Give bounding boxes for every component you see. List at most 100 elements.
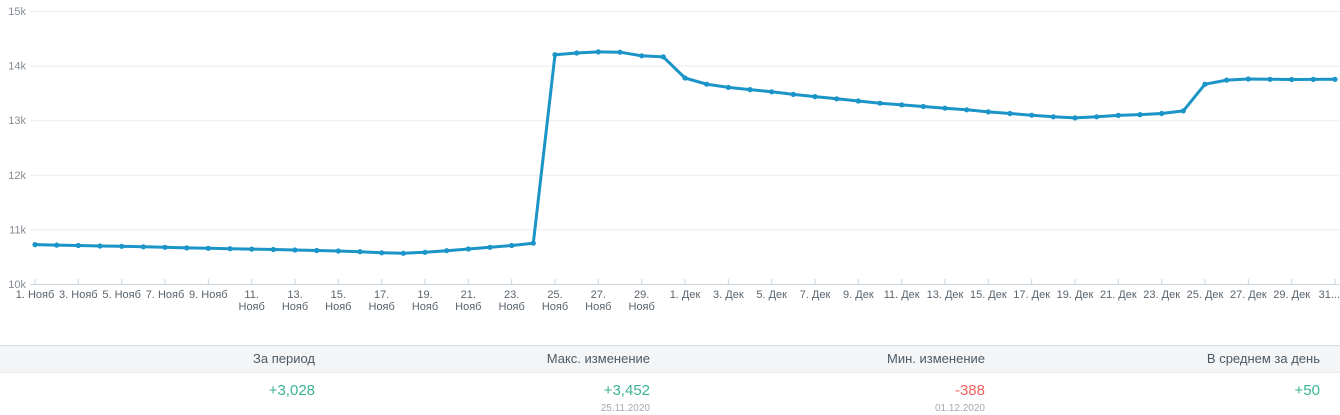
- x-tick-label: 23. Дек: [1143, 289, 1180, 301]
- x-tick-label: 11. Дек: [884, 289, 920, 301]
- data-point: [812, 94, 818, 100]
- data-point: [660, 54, 666, 60]
- data-point: [834, 96, 840, 102]
- x-axis-labels: 1. Нояб 3. Нояб 5. Нояб 7. Нояб 9. Нояб 11. Но…: [16, 279, 1340, 313]
- data-point: [1072, 115, 1078, 121]
- data-point: [725, 84, 731, 90]
- data-point: [639, 53, 645, 59]
- x-tick-label: 3. Дек: [713, 289, 744, 301]
- x-tick-label: 25. Нояб: [542, 289, 568, 313]
- gridlines: [30, 11, 1340, 231]
- data-point: [422, 249, 428, 255]
- data-point: [162, 244, 168, 250]
- y-tick-label: 15k: [8, 6, 26, 18]
- data-point: [704, 81, 710, 87]
- data-point: [920, 103, 926, 110]
- data-point: [1094, 114, 1100, 120]
- y-axis-labels: 10k 11k 12k 13k 14k 15k: [8, 6, 26, 291]
- x-tick-label: 13. Нояб: [282, 289, 308, 313]
- x-tick-label: 23. Нояб: [499, 289, 525, 313]
- summary-values-row: +3,028 +3,452 25.11.2020 -388 01.12.2020…: [0, 373, 1340, 415]
- x-tick-label: 25. Дек: [1187, 289, 1224, 301]
- y-tick-label: 10k: [8, 279, 26, 291]
- series-line: [33, 50, 1337, 255]
- data-point: [899, 102, 905, 108]
- data-point: [400, 250, 406, 256]
- stat-max-change-date: 25.11.2020: [600, 403, 650, 414]
- x-tick-label: 3. Нояб: [59, 289, 98, 301]
- data-point: [205, 245, 211, 251]
- data-point: [1159, 110, 1165, 117]
- data-point: [552, 52, 558, 58]
- x-tick-label: 31...: [1319, 289, 1340, 301]
- data-point: [574, 50, 580, 56]
- data-point: [1289, 76, 1295, 83]
- data-point: [465, 246, 471, 252]
- y-tick-label: 14k: [8, 61, 26, 73]
- stat-header-daily-average: В среднем за день: [1206, 351, 1320, 366]
- data-point: [1332, 76, 1338, 82]
- x-tick-label: 13. Дек: [927, 289, 964, 301]
- data-point: [1029, 112, 1035, 118]
- stat-max-change-value: +3,452: [603, 382, 650, 399]
- x-tick-label: 17. Нояб: [369, 289, 395, 313]
- data-point: [1202, 81, 1208, 87]
- data-point: [595, 49, 601, 55]
- x-tick-label: 21. Нояб: [455, 289, 481, 313]
- x-tick-label: 17. Дек: [1013, 289, 1050, 301]
- data-point: [617, 49, 623, 55]
- data-point: [140, 244, 146, 250]
- x-tick-label: 1. Дек: [670, 289, 701, 301]
- line-chart-area[interactable]: 10k 11k 12k 13k 14k 15k 1. Нояб 3. Нояб 5. Нояб 7…: [0, 0, 1340, 345]
- x-tick-label: 5. Нояб: [102, 289, 141, 301]
- stat-period: +3,028: [0, 382, 335, 415]
- data-point: [379, 250, 385, 256]
- x-tick-label: 19. Дек: [1057, 289, 1094, 301]
- data-point: [249, 246, 255, 252]
- stat-header-max-change: Макс. изменение: [546, 351, 650, 366]
- x-tick-label: 5. Дек: [756, 289, 787, 301]
- subscribers-line-chart[interactable]: 10k 11k 12k 13k 14k 15k 1. Нояб 3. Нояб 5. Нояб 7…: [0, 0, 1340, 345]
- data-point: [877, 100, 883, 106]
- data-point: [444, 248, 450, 254]
- x-tick-label: 29. Дек: [1273, 289, 1310, 301]
- stat-min-change: -388 01.12.2020: [670, 382, 1005, 415]
- data-point: [32, 242, 38, 248]
- y-tick-label: 11k: [9, 224, 26, 236]
- data-point: [747, 87, 753, 93]
- data-point: [1245, 76, 1251, 82]
- stat-max-change: +3,452 25.11.2020: [335, 382, 670, 415]
- data-point: [1180, 108, 1186, 114]
- data-point: [227, 246, 233, 252]
- stat-period-value: +3,028: [268, 382, 315, 399]
- y-tick-label: 13k: [8, 115, 26, 127]
- stat-min-change-date: 01.12.2020: [934, 403, 985, 414]
- data-point: [184, 245, 190, 251]
- data-point: [1007, 110, 1013, 117]
- summary-section: За период Макс. изменение Мин. изменение…: [0, 345, 1340, 415]
- data-point: [942, 105, 948, 111]
- data-point: [985, 109, 991, 115]
- x-tick-label: 15. Дек: [970, 289, 1007, 301]
- data-point: [75, 242, 81, 249]
- summary-header-row: За период Макс. изменение Мин. изменение…: [0, 345, 1340, 373]
- data-point: [270, 246, 276, 253]
- x-tick-label: 19. Нояб: [412, 289, 438, 313]
- data-point: [769, 89, 775, 95]
- stat-period-date: [0, 403, 315, 415]
- stat-header-period: За период: [253, 351, 315, 366]
- x-tick-label: 1. Нояб: [16, 289, 55, 301]
- data-point: [1137, 112, 1143, 118]
- x-tick-label: 27. Дек: [1230, 289, 1267, 301]
- data-point: [509, 242, 515, 249]
- x-tick-label: 27. Нояб: [585, 289, 611, 313]
- data-point: [1224, 77, 1230, 83]
- data-point: [97, 243, 103, 249]
- data-point: [357, 249, 363, 255]
- stat-daily-average-date: [1005, 403, 1320, 415]
- data-point: [119, 243, 125, 249]
- x-tick-label: 7. Нояб: [146, 289, 185, 301]
- stat-min-change-value: -388: [954, 382, 985, 399]
- stat-daily-average: +50: [1005, 382, 1340, 415]
